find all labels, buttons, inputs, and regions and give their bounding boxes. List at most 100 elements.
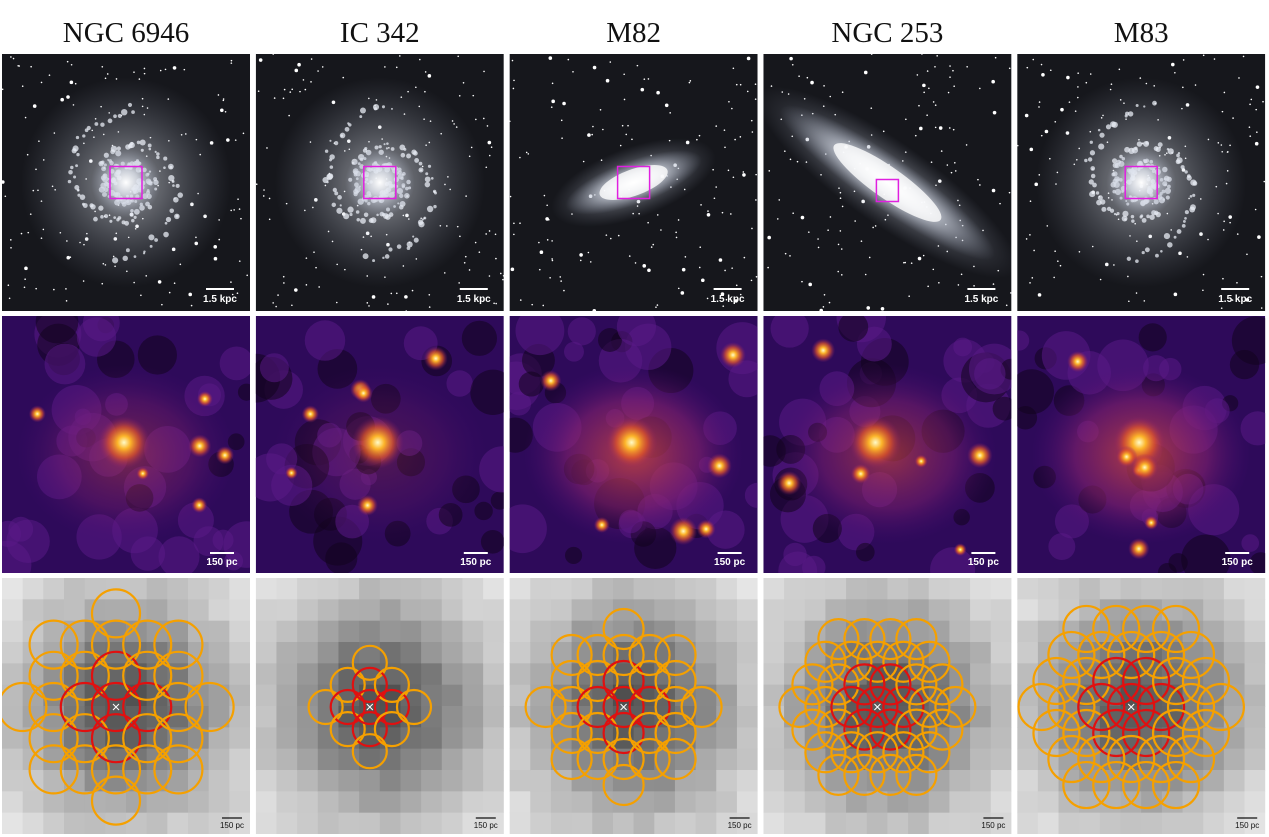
spiral-knot bbox=[133, 215, 137, 219]
star bbox=[551, 258, 553, 260]
galaxy-core bbox=[91, 147, 161, 218]
aperture bbox=[1166, 630, 1216, 680]
pixel bbox=[483, 642, 504, 664]
pixel bbox=[1079, 599, 1101, 622]
star bbox=[1017, 144, 1019, 147]
pixel bbox=[674, 791, 697, 814]
star bbox=[587, 133, 591, 137]
star bbox=[952, 128, 955, 131]
star bbox=[1249, 103, 1251, 106]
star bbox=[979, 87, 981, 90]
spiral-knot bbox=[339, 132, 346, 139]
star bbox=[404, 295, 408, 299]
spiral-knot bbox=[1090, 173, 1096, 179]
compact-source bbox=[28, 405, 46, 423]
pixel bbox=[338, 599, 360, 622]
aperture bbox=[654, 633, 697, 677]
pixel bbox=[297, 812, 319, 834]
pixel bbox=[400, 812, 422, 834]
star bbox=[395, 66, 398, 69]
star bbox=[870, 107, 873, 109]
pixel bbox=[928, 620, 950, 643]
pixel bbox=[825, 770, 847, 792]
star bbox=[977, 178, 979, 181]
pixel bbox=[167, 578, 189, 600]
star bbox=[589, 261, 592, 263]
aperture-core bbox=[869, 708, 912, 751]
pixel bbox=[784, 578, 806, 600]
pixel bbox=[736, 663, 758, 686]
star bbox=[960, 273, 963, 276]
pixel bbox=[1017, 706, 1039, 728]
aperture-core bbox=[843, 663, 886, 706]
spiral-knot bbox=[344, 126, 350, 132]
aperture bbox=[1032, 708, 1081, 758]
aperture-core bbox=[1122, 656, 1171, 706]
star bbox=[30, 65, 32, 68]
pixel bbox=[229, 748, 250, 771]
spiral-knot bbox=[171, 179, 175, 183]
star bbox=[954, 161, 956, 164]
pixel bbox=[674, 727, 697, 750]
star bbox=[342, 76, 345, 79]
panel-image: 150 pc bbox=[255, 578, 504, 834]
star bbox=[698, 266, 701, 269]
star bbox=[837, 270, 840, 273]
pixel bbox=[887, 812, 909, 834]
aperture bbox=[882, 640, 925, 683]
spiral-knot bbox=[124, 220, 130, 226]
pixel bbox=[990, 727, 1012, 750]
star bbox=[213, 245, 218, 249]
pixel bbox=[509, 770, 531, 792]
star bbox=[2, 88, 4, 91]
star bbox=[513, 233, 515, 236]
star bbox=[65, 288, 67, 290]
star bbox=[1202, 289, 1204, 292]
star bbox=[143, 67, 146, 70]
pixel bbox=[297, 620, 319, 643]
panel-image: 150 pc bbox=[255, 316, 504, 573]
map-noise bbox=[744, 482, 758, 508]
pixel bbox=[379, 578, 401, 600]
star bbox=[513, 222, 515, 225]
pixel bbox=[22, 663, 44, 686]
star bbox=[542, 304, 545, 307]
aperture-core bbox=[628, 685, 671, 729]
star bbox=[767, 266, 769, 269]
spiral-knot bbox=[1099, 132, 1105, 138]
aperture bbox=[59, 650, 110, 701]
pixel bbox=[887, 578, 909, 600]
spiral-knot bbox=[434, 191, 437, 195]
pixel bbox=[338, 620, 360, 643]
pixel bbox=[763, 791, 785, 814]
pixel bbox=[441, 663, 463, 686]
center-marker bbox=[874, 703, 881, 711]
pixel bbox=[1120, 642, 1142, 664]
pixel bbox=[612, 620, 635, 643]
star bbox=[817, 246, 820, 249]
star bbox=[273, 97, 276, 99]
pixel bbox=[64, 599, 86, 622]
star bbox=[841, 91, 844, 93]
zoom-box bbox=[875, 178, 900, 203]
pixel bbox=[509, 578, 531, 600]
pixel bbox=[297, 642, 319, 664]
aperture-core bbox=[576, 685, 619, 729]
star bbox=[724, 269, 726, 272]
star bbox=[10, 239, 12, 241]
star bbox=[732, 176, 735, 179]
spiral-knot bbox=[1184, 217, 1187, 220]
pixel bbox=[1017, 770, 1039, 792]
pixel bbox=[379, 620, 401, 643]
star bbox=[220, 108, 224, 113]
star bbox=[1053, 276, 1055, 279]
pixel bbox=[167, 727, 189, 750]
pixel bbox=[949, 642, 971, 664]
star bbox=[257, 90, 260, 92]
pixel bbox=[229, 599, 250, 622]
zoom-box bbox=[109, 165, 143, 200]
pixel bbox=[1161, 599, 1184, 622]
aperture bbox=[28, 744, 79, 795]
pixel bbox=[1223, 770, 1246, 792]
pixel bbox=[22, 578, 44, 600]
